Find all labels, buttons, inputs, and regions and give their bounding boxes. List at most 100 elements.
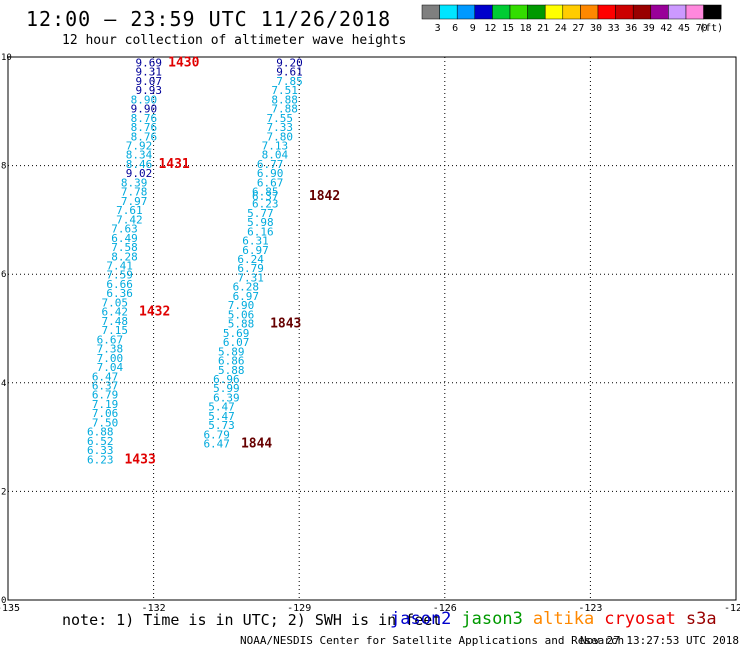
x-tick-label: -129 [287,603,311,614]
wave-height-value: 9.61 [276,66,303,79]
x-tick-label: -135 [0,603,20,614]
wave-height-value: 7.33 [267,121,294,134]
scale-label: 21 [537,23,549,34]
wave-height-value: 8.76 [131,112,158,125]
wave-height-value: 8.76 [131,130,158,143]
wave-height-value: 6.90 [257,167,284,180]
wave-height-value: 7.31 [237,271,264,284]
legend-item-cryosat: cryosat [604,609,676,629]
wave-height-value: 6.86 [218,355,245,368]
wave-height-value: 9.20 [276,56,303,69]
scale-label: 18 [520,23,532,34]
x-tick-label: -123 [578,603,602,614]
wave-height-value: 8.39 [121,176,148,189]
y-tick-label: 8 [1,162,6,172]
pass-time-label: 1842 [309,189,340,204]
wave-height-value: 9.02 [126,167,153,180]
satellite-legend: jason2 jason3 altika cryosat s3a [390,609,727,629]
wave-height-value: 6.79 [237,262,264,275]
scale-label: 33 [608,23,620,34]
scale-label: 42 [660,23,672,34]
wave-height-value: 6.97 [233,290,260,303]
y-tick-label: 6 [1,270,6,280]
wave-height-value: 7.61 [116,204,143,217]
footer-note: note: 1) Time is in UTC; 2) SWH is in fe… [62,611,442,629]
wave-height-value: 8.28 [111,250,138,263]
scale-label: 45 [678,23,690,34]
wave-height-value: 5.47 [208,410,235,423]
wave-height-value: 7.41 [106,260,133,273]
wave-height-value: 6.67 [257,176,284,189]
scale-label: 9 [470,23,476,34]
scale-label: 15 [502,23,514,34]
wave-height-value: 6.52 [87,435,114,448]
wave-height-value: 6.16 [247,225,274,238]
wave-height-value: 5.98 [247,216,274,229]
wave-height-value: 7.50 [92,416,119,429]
page-subtitle: 12 hour collection of altimeter wave hei… [62,33,407,48]
scale-label: 24 [555,23,567,34]
color-scale-bar: 3 6 9 12 15 18 21 24 27 30 33 36 39 42 45 70(ft) [421,4,723,34]
wave-height-value: 9.31 [135,66,162,79]
wave-height-value: 7.06 [92,407,119,420]
wave-height-value: 6.39 [213,391,240,404]
wave-height-value: 6.47 [92,370,119,383]
wave-height-value: 7.05 [102,296,129,309]
wave-height-value: 6.97 [242,244,269,257]
pass-time-label: 1431 [158,157,189,172]
wave-height-value: 7.04 [97,361,124,374]
wave-height-value: 6.85 [252,186,279,199]
wave-height-value: 6.67 [97,333,124,346]
wave-height-value: 7.42 [116,213,143,226]
wave-height-value: 8.04 [262,149,289,162]
scale-label: 12 [484,23,496,34]
wave-height-value: 7.97 [121,195,148,208]
pass-time-label: 1432 [139,305,170,320]
wave-height-value: 8.88 [271,93,298,106]
wave-height-value: 6.37 [92,380,119,393]
wave-height-value: 7.58 [111,241,138,254]
x-tick-label: -120 [724,603,740,614]
wave-height-value: 7.15 [102,324,129,337]
scale-label: 39 [643,23,655,34]
wave-height-value: 5.77 [247,207,274,220]
wave-height-value: 5.99 [213,382,240,395]
wave-height-value: 5.88 [228,318,255,331]
wave-height-value: 6.42 [102,306,129,319]
wave-height-value: 6.31 [242,235,269,248]
wave-height-value: 6.33 [87,444,114,457]
legend-item-s3a: s3a [685,609,717,629]
wave-height-value: 7.59 [106,269,133,282]
wave-height-value: 6.88 [87,426,114,439]
scale-label: 70 [696,23,708,34]
y-tick-label: 2 [1,487,6,497]
wave-height-value: 6.49 [111,232,138,245]
scale-label: 30 [590,23,602,34]
wave-height-value: 6.23 [252,198,279,211]
wave-height-value: 6.28 [233,281,260,294]
wave-height-value: 6.79 [92,389,119,402]
wave-height-value: 7.48 [102,315,129,328]
wave-height-value: 6.79 [203,428,230,441]
wave-height-value: 7.13 [262,140,289,153]
wave-height-value: 5.73 [208,419,235,432]
x-tick-label: -126 [433,603,457,614]
scale-swatch [703,4,722,20]
wave-height-value: 8.34 [126,149,153,162]
wave-height-value: 7.85 [276,75,303,88]
wave-height-value: 6.23 [87,453,114,466]
wave-height-value: 7.63 [111,223,138,236]
legend-item-jason3: jason3 [461,609,523,629]
wave-height-value: 6.07 [223,336,250,349]
page-title: 12:00 – 23:59 UTC 11/26/2018 [26,7,392,31]
wave-height-value: 6.77 [257,158,284,171]
pass-time-label: 1844 [241,437,272,452]
wave-height-value: 7.55 [267,112,294,125]
wave-height-value: 8.76 [131,121,158,134]
wave-height-value: 7.38 [97,343,124,356]
scale-unit: (ft) [699,23,723,34]
wave-height-value: 6.66 [106,278,133,291]
wave-height-value: 5.06 [228,308,255,321]
wave-height-value: 5.88 [218,364,245,377]
